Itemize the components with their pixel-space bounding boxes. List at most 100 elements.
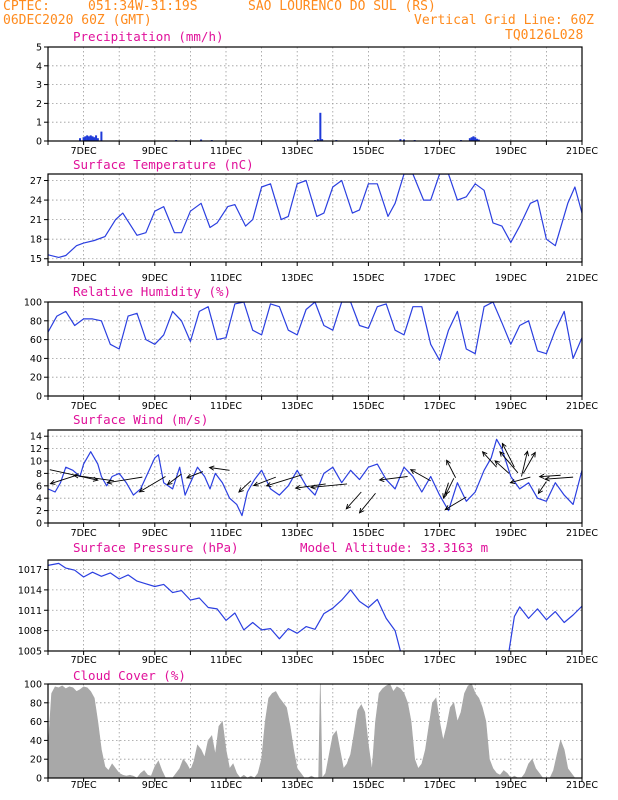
rh-frame [47, 301, 583, 397]
wind-vector-head [166, 479, 173, 486]
cloud-title: Cloud Cover (%) [73, 668, 186, 683]
wind-title: Surface Wind (m/s) [73, 412, 208, 427]
cloud-area [48, 684, 576, 778]
wind-vector-head [499, 450, 505, 457]
precip-bar [403, 139, 405, 141]
press-title: Surface Pressure (hPa) [73, 540, 239, 555]
wind-vector [445, 496, 467, 510]
temp-ytick-label: 21 [30, 215, 42, 226]
precip-ytick-label: 2 [36, 99, 42, 110]
precip-ytick-label: 1 [36, 118, 42, 129]
wind-vector [494, 460, 510, 474]
chart-header: CPTEC: 051:34W-31:19S SAO LOURENCO DO SU… [0, 0, 618, 50]
rh-ytick-label: 0 [36, 392, 42, 403]
wind-vector-head [49, 479, 56, 485]
precip-bar [89, 135, 92, 141]
rh-xtick-label: 19DEC [495, 401, 527, 412]
wind-vector [410, 469, 431, 482]
press-series-line-2 [508, 605, 582, 651]
rh-title: Relative Humidity (%) [73, 284, 231, 299]
cloud-ytick-label: 0 [36, 774, 42, 785]
temp-xtick-label: 11DEC [210, 273, 242, 284]
rh-ytick-label: 20 [30, 373, 42, 384]
cloud-ytick-label: 60 [30, 717, 42, 728]
rh-ytick-label: 60 [30, 335, 42, 346]
date-label: 06DEC2020 60Z (GMT) [3, 13, 152, 28]
wind-vector-head [265, 482, 272, 488]
temp-ytick-label: 15 [30, 254, 42, 265]
precip-xtick-label: 9DEC [142, 146, 168, 157]
wind-xtick-label: 21DEC [566, 528, 598, 539]
precip-ytick-label: 5 [36, 43, 42, 54]
wind-vector [545, 476, 574, 480]
precip-xtick-label: 15DEC [352, 146, 384, 157]
wind-vector [510, 476, 531, 484]
temp-xtick-label: 9DEC [142, 273, 168, 284]
wind-xtick-label: 11DEC [210, 528, 242, 539]
grid-line-note: Vertical Grid Line: 60Z [414, 13, 595, 28]
wind-vector-head [444, 505, 451, 511]
precip-bar [475, 138, 478, 141]
wind-vector [186, 471, 204, 479]
wind-vector [446, 460, 457, 478]
wind-vector-head [409, 469, 416, 474]
precip-bar [468, 138, 471, 141]
precip-bar [100, 131, 103, 141]
wind-vector [50, 474, 77, 485]
precip-ytick-label: 3 [36, 80, 42, 91]
wind-vector [139, 476, 166, 493]
temp-series-line [48, 174, 582, 258]
cloud-ytick-label: 20 [30, 755, 42, 766]
precip-xtick-label: 13DEC [281, 146, 313, 157]
wind-vector-head [544, 476, 550, 482]
wind-xtick-label: 13DEC [281, 528, 313, 539]
wind-vector-head [294, 484, 301, 491]
precip-title: Precipitation (mm/h) [73, 29, 224, 44]
temp-xtick-label: 17DEC [424, 273, 456, 284]
wind-ytick-label: 0 [36, 519, 42, 530]
wind-vector [538, 481, 547, 494]
wind-vector-head [358, 507, 365, 514]
cloud-xtick-label: 7DEC [71, 780, 97, 791]
wind-vector-head [310, 484, 316, 490]
press-ytick-label: 1008 [18, 626, 42, 637]
wind-vector [295, 483, 326, 489]
wind-vector-head [345, 503, 352, 510]
wind-vector-head [106, 479, 113, 485]
precip-bar [95, 135, 98, 141]
temp-frame [47, 173, 583, 263]
wind-vector-head [530, 451, 536, 458]
wind-series-line [48, 438, 582, 517]
precip-xtick-label: 17DEC [424, 146, 456, 157]
press-xtick-label: 11DEC [210, 655, 242, 666]
wind-vector-head [509, 479, 516, 485]
cloud-xtick-label: 21DEC [566, 780, 598, 791]
temp-data [48, 174, 582, 258]
temp-ytick-label: 24 [30, 196, 42, 207]
wind-vector-head [72, 473, 79, 479]
precip-xtick-label: 19DEC [495, 146, 527, 157]
precip-bar [470, 137, 473, 141]
press-ytick-label: 1017 [18, 565, 42, 576]
wind-vector-head [446, 459, 451, 466]
wind-vector [521, 451, 528, 477]
precip-panel: Precipitation (mm/h) 0 1 2 3 4 5 7DEC 9DEC 11DEC 1… [36, 29, 598, 157]
rh-xtick-label: 9DEC [142, 401, 168, 412]
cloud-frame [47, 683, 583, 779]
wind-xtick-label: 17DEC [424, 528, 456, 539]
precip-bar [84, 136, 87, 141]
press-xtick-label: 9DEC [142, 655, 168, 666]
wind-vector-head [501, 442, 507, 449]
press-data [48, 562, 582, 651]
temp-xtick-label: 13DEC [281, 273, 313, 284]
cloud-xtick-label: 19DEC [495, 780, 527, 791]
rh-data [48, 302, 582, 361]
temp-ytick-label: 27 [30, 176, 42, 187]
cloud-xtick-label: 11DEC [210, 780, 242, 791]
precip-bar [79, 138, 82, 141]
precip-bar [474, 137, 477, 141]
wind-vector-head [378, 476, 385, 483]
press-frame [47, 559, 583, 652]
wind-vector [167, 473, 182, 485]
